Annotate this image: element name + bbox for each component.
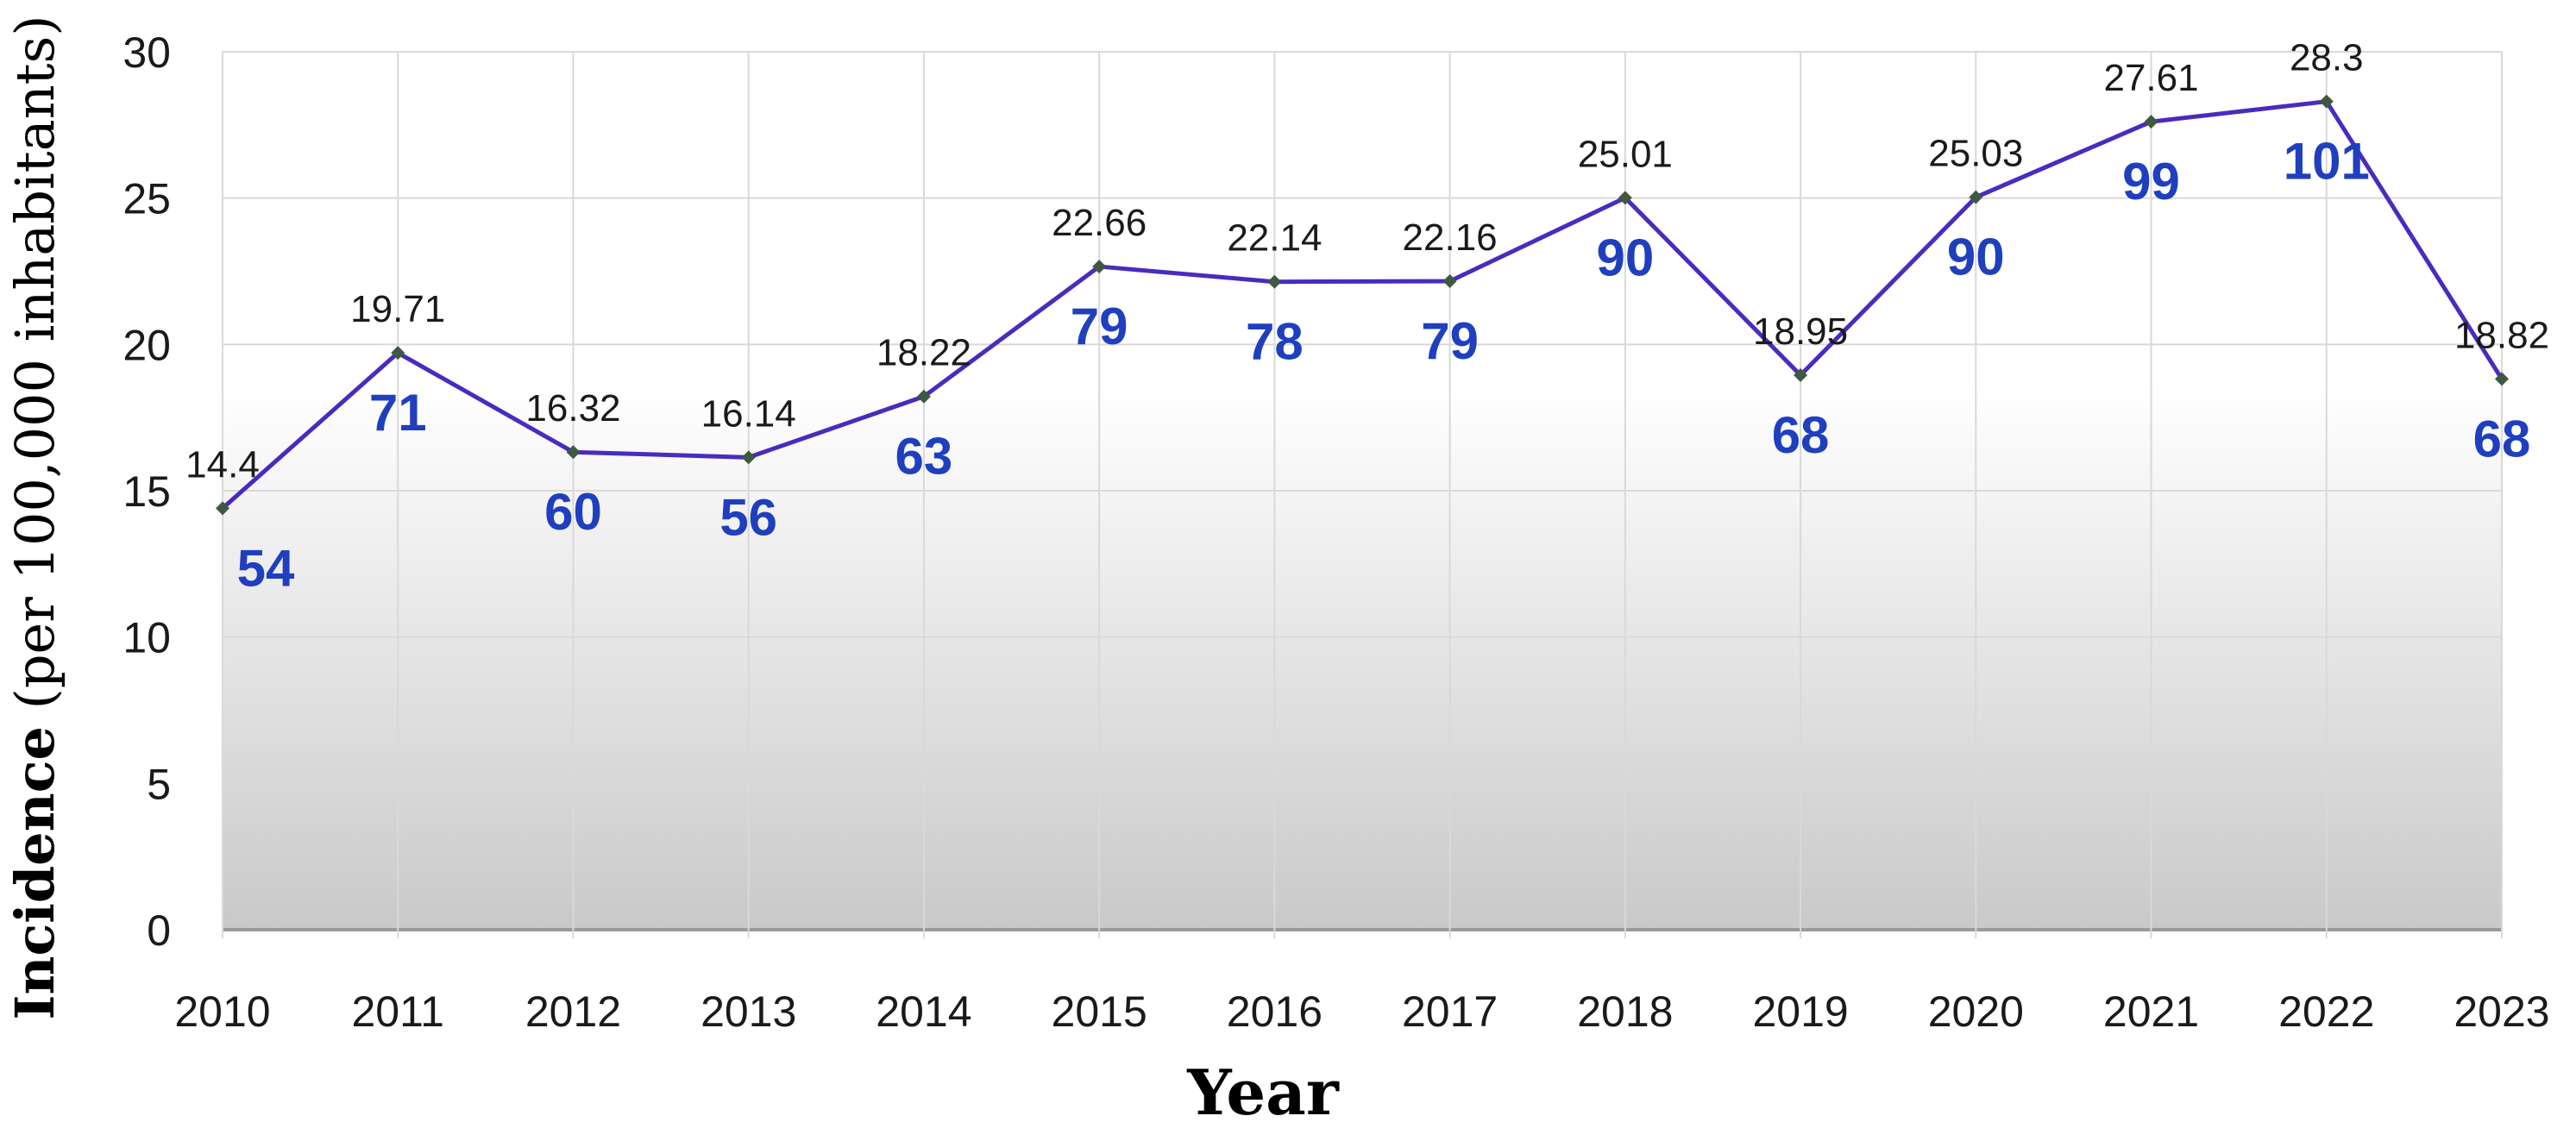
y-tick-label: 25	[123, 175, 171, 223]
x-tick-label: 2018	[1577, 987, 1673, 1036]
data-point-marker	[1618, 191, 1632, 205]
count-label: 68	[1772, 406, 1830, 464]
x-tick-label: 2022	[2278, 987, 2374, 1036]
count-labels: 54 71 60 56 63 79 78 79 90 68 90 99 101 68	[237, 133, 2531, 598]
data-value-label: 14.4	[185, 443, 260, 486]
count-label: 54	[237, 539, 295, 597]
x-tick-label: 2017	[1402, 987, 1498, 1036]
data-value-label: 27.61	[2103, 57, 2198, 99]
x-tick-label: 2013	[701, 987, 796, 1036]
data-point-marker	[1092, 260, 1107, 274]
x-tick-label: 2019	[1752, 987, 1848, 1036]
count-label: 79	[1421, 312, 1479, 370]
data-point-marker	[2144, 115, 2158, 129]
x-tick-label: 2010	[174, 987, 270, 1036]
data-value-label: 16.14	[701, 392, 796, 435]
y-axis-title-rest: (per 100,000 inhabitants)	[3, 15, 66, 726]
data-value-label: 25.03	[1928, 133, 2023, 175]
x-tick-label: 2015	[1052, 987, 1147, 1036]
data-value-label: 19.71	[350, 288, 445, 330]
count-label: 56	[719, 488, 777, 546]
x-tick-label: 2011	[351, 987, 444, 1036]
y-axis-title-bold: Incidence	[3, 726, 66, 1019]
y-tick-label: 20	[123, 321, 171, 369]
data-value-label: 28.3	[2290, 37, 2364, 79]
data-point-marker	[2495, 372, 2509, 386]
count-label: 68	[2473, 410, 2531, 467]
x-tick-label: 2016	[1227, 987, 1323, 1036]
count-label: 99	[2122, 153, 2180, 210]
data-value-label: 18.82	[2454, 314, 2549, 356]
data-markers	[216, 94, 2509, 516]
data-value-label: 18.95	[1753, 310, 1848, 353]
data-point-marker	[1794, 367, 1808, 382]
data-value-label: 18.22	[876, 332, 971, 374]
data-point-marker	[741, 450, 756, 465]
x-tick-label: 2014	[876, 987, 971, 1036]
count-label: 60	[544, 483, 602, 541]
x-tick-label: 2012	[525, 987, 621, 1036]
count-label: 63	[895, 428, 953, 486]
count-label: 71	[369, 384, 427, 442]
x-tick-labels: 2010 2011 2012 2013 2014 2015 2016 2017 2018 2019…	[174, 987, 2549, 1036]
count-label: 90	[1596, 229, 1654, 286]
data-value-label: 22.66	[1052, 202, 1147, 244]
count-label: 79	[1071, 298, 1128, 355]
count-label: 101	[2284, 133, 2370, 191]
count-label: 78	[1246, 313, 1304, 371]
data-point-marker	[1267, 274, 1282, 289]
data-value-label: 16.32	[525, 387, 620, 429]
series-line	[221, 99, 2504, 511]
data-point-marker	[1442, 274, 1457, 289]
y-tick-label: 10	[123, 614, 171, 662]
x-tick-label: 2023	[2453, 987, 2549, 1036]
data-point-marker	[916, 389, 931, 404]
data-point-marker	[1969, 190, 1983, 204]
data-point-marker	[2319, 94, 2334, 109]
y-tick-label: 0	[147, 906, 171, 955]
y-tick-label: 30	[123, 28, 171, 77]
x-tick-label: 2021	[2103, 987, 2199, 1036]
data-point-marker	[566, 445, 581, 460]
data-value-label: 25.01	[1578, 133, 1673, 175]
y-tick-label: 15	[123, 467, 171, 516]
data-point-marker	[216, 501, 229, 516]
data-point-marker	[391, 346, 405, 360]
y-tick-labels: 0 5 10 15 20 25 30	[123, 28, 171, 955]
gridlines	[222, 51, 2503, 938]
data-value-label: 22.16	[1403, 216, 1498, 259]
x-axis-title: Year	[1186, 1056, 1340, 1129]
count-label: 90	[1947, 229, 2005, 286]
value-labels: 14.4 19.71 16.32 16.14 18.22 22.66 22.14 22.16 2…	[185, 37, 2549, 486]
series-polyline	[221, 99, 2504, 511]
y-axis-title: Incidence (per 100,000 inhabitants)	[3, 15, 66, 1019]
data-value-label: 22.14	[1227, 217, 1322, 260]
x-tick-label: 2020	[1928, 987, 2024, 1036]
y-tick-label: 5	[147, 760, 171, 808]
